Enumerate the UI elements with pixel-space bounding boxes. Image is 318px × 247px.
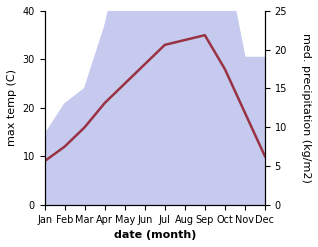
X-axis label: date (month): date (month) bbox=[114, 230, 196, 240]
Y-axis label: max temp (C): max temp (C) bbox=[7, 69, 17, 146]
Y-axis label: med. precipitation (kg/m2): med. precipitation (kg/m2) bbox=[301, 33, 311, 183]
